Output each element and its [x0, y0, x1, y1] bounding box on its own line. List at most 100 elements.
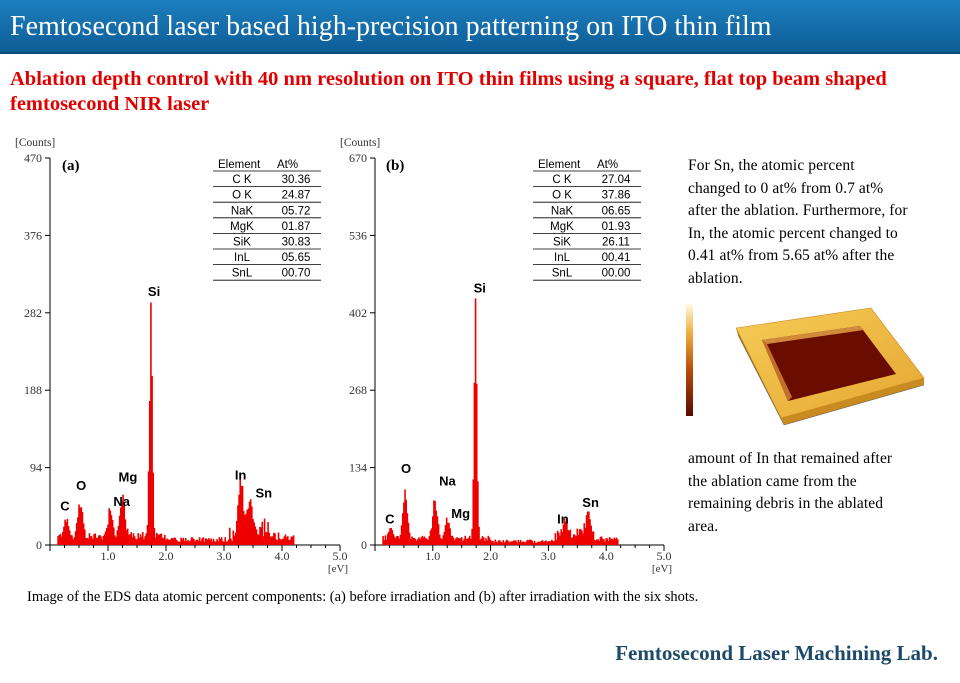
spectrum [57, 302, 295, 545]
sn-in-description: For Sn, the atomic percent changed to 0 a… [688, 155, 953, 290]
table-cell: 01.87 [282, 221, 311, 233]
sn-in-text-line: 0.41 at% from 5.65 at% after the [688, 247, 895, 264]
table-cell: InL [234, 252, 251, 264]
debris-text-line: area. [688, 517, 719, 535]
x-tick-label: 2.0 [159, 549, 174, 563]
debris-text-line: remaining debris in the ablated [688, 495, 884, 512]
x-tick-label: 4.0 [275, 549, 290, 563]
peak-label-na: Na [113, 494, 130, 509]
peak-label-sn: Sn [582, 495, 599, 510]
table-cell: SiK [553, 237, 571, 249]
peak-label-sn: Sn [256, 485, 273, 500]
y-tick-label: 536 [349, 228, 367, 242]
y-tick-label: 670 [349, 151, 367, 165]
peak-label-in: In [557, 511, 569, 526]
debris-description: amount of In that remained after the abla… [688, 448, 953, 538]
panel-label: (b) [386, 158, 404, 174]
table-cell: 37.86 [602, 190, 631, 202]
sn-in-text-line: after the ablation. Furthermore, for [688, 202, 908, 219]
table-cell: NaK [551, 205, 574, 217]
table-cell: SnL [232, 268, 253, 280]
peak-label-in: In [235, 467, 247, 482]
figure-caption: Image of the EDS data atomic percent com… [27, 589, 699, 605]
table-cell: InL [554, 252, 571, 264]
table-cell: 30.83 [282, 237, 311, 249]
table-cell: C K [552, 174, 572, 186]
table-cell: 01.93 [602, 221, 631, 233]
title-banner: Femtosecond laser based high-precision p… [0, 0, 960, 54]
table-cell: 05.65 [282, 252, 311, 264]
subtitle: Ablation depth control with 40 nm resolu… [10, 68, 887, 115]
table-header: Element [218, 159, 261, 171]
table-header: Element [538, 159, 581, 171]
y-tick-label: 282 [24, 306, 42, 320]
peak-label-mg: Mg [119, 470, 138, 485]
y-tick-label: 376 [24, 228, 42, 242]
panel-label: (a) [62, 158, 80, 174]
table-cell: 05.72 [282, 205, 311, 217]
x-axis-label: [eV] [652, 563, 672, 575]
debris-text-line: the ablation came from the [688, 472, 857, 490]
x-tick-label: 2.0 [483, 549, 498, 563]
table-cell: C K [232, 174, 252, 186]
table-cell: MgK [550, 221, 574, 233]
peak-label-o: O [401, 461, 411, 476]
peak-label-o: O [76, 478, 86, 493]
afm-3d-image [686, 304, 925, 426]
x-axis-label: [eV] [328, 563, 348, 575]
y-tick-label: 134 [349, 461, 367, 475]
table-cell: 24.87 [282, 190, 311, 202]
y-tick-label: 0 [361, 538, 367, 552]
table-cell: 00.41 [602, 252, 631, 264]
peak-label-mg: Mg [451, 506, 470, 521]
peak-label-si: Si [148, 284, 160, 299]
lab-footer: Femtosecond Laser Machining Lab. [615, 641, 938, 665]
table-cell: SiK [233, 237, 251, 249]
table-cell: 26.11 [602, 237, 630, 249]
peak-label-c: C [385, 511, 395, 526]
y-tick-label: 188 [24, 383, 42, 397]
table-cell: SnL [552, 268, 573, 280]
sn-in-text-line: changed to 0 at% from 0.7 at% [688, 179, 884, 197]
table-cell: 30.36 [282, 174, 311, 186]
y-tick-label: 0 [36, 538, 42, 552]
table-cell: 06.65 [602, 205, 631, 217]
peak-label-c: C [60, 498, 70, 513]
x-tick-label: 3.0 [217, 549, 232, 563]
page-title: Femtosecond laser based high-precision p… [10, 11, 772, 42]
table-cell: O K [232, 190, 252, 202]
atomic-percent-table: Element At% C K 30.36 O K 24.87 NaK 05.72 MgK 01.… [213, 159, 321, 281]
table-cell: 27.04 [602, 174, 631, 186]
table-cell: 00.70 [282, 268, 311, 280]
x-tick-label: 1.0 [425, 549, 440, 563]
y-tick-label: 402 [349, 306, 367, 320]
atomic-percent-table: Element At% C K 27.04 O K 37.86 NaK 06.65 MgK 01.… [533, 159, 641, 281]
y-axis-label: [Counts] [340, 137, 380, 149]
y-tick-label: 470 [24, 151, 42, 165]
x-tick-label: 1.0 [101, 549, 116, 563]
table-header: At% [277, 159, 298, 171]
x-tick-label: 5.0 [657, 549, 672, 563]
peak-label-si: Si [474, 280, 486, 295]
table-cell: 00.00 [602, 268, 631, 280]
colorbar [686, 304, 693, 416]
peak-label-na: Na [439, 474, 456, 489]
x-tick-label: 5.0 [333, 549, 348, 563]
debris-text-line: amount of In that remained after [688, 450, 893, 467]
sn-in-text-line: ablation. [688, 269, 743, 287]
table-cell: MgK [230, 221, 254, 233]
y-tick-label: 268 [349, 383, 367, 397]
y-tick-label: 94 [30, 461, 42, 475]
table-cell: NaK [231, 205, 254, 217]
y-axis-label: [Counts] [15, 137, 55, 149]
spectrum [382, 298, 619, 545]
x-tick-label: 3.0 [541, 549, 556, 563]
ablated-region [762, 326, 896, 401]
table-cell: O K [552, 190, 572, 202]
table-header: At% [597, 159, 618, 171]
x-tick-label: 4.0 [599, 549, 614, 563]
sn-in-text-line: In, the atomic percent changed to [688, 224, 898, 242]
sn-in-text-line: For Sn, the atomic percent [688, 157, 855, 174]
